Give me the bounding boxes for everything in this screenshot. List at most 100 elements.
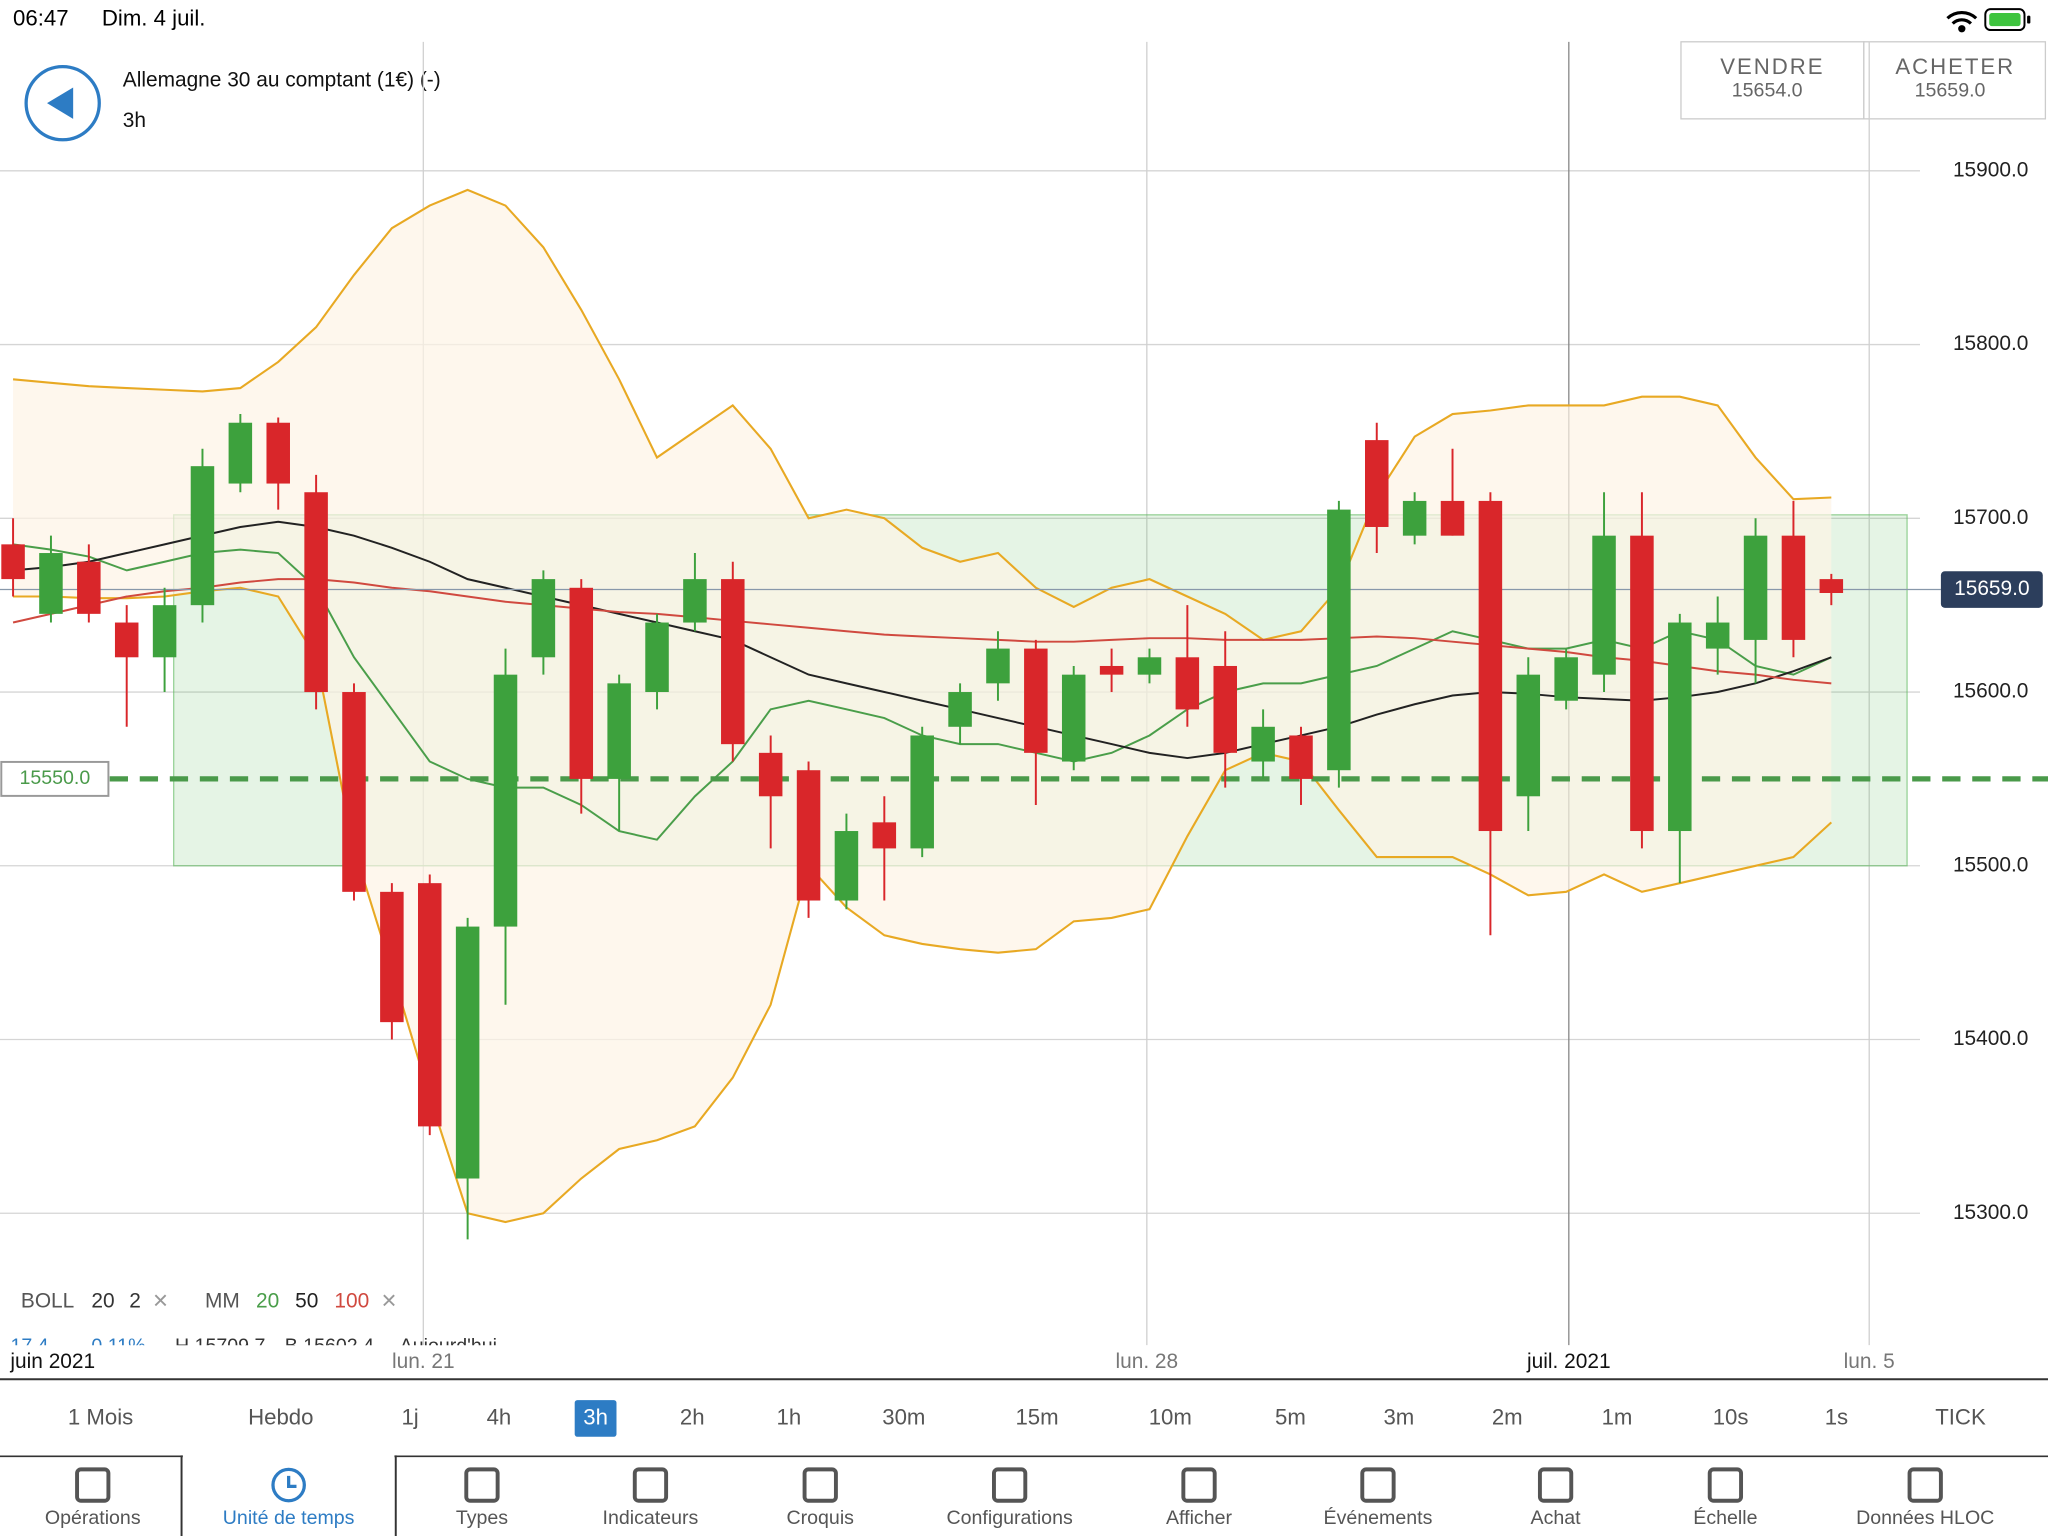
candle-body — [1, 544, 25, 580]
timeframe-option[interactable]: 1j — [401, 1404, 418, 1429]
candle-body — [683, 579, 707, 623]
toolbar-label[interactable]: Opérations — [45, 1507, 141, 1529]
toolbar-label[interactable]: Indicateurs — [603, 1507, 699, 1529]
toolbar-tab-cover — [182, 1453, 395, 1459]
timeframe-option[interactable]: 5m — [1275, 1404, 1306, 1429]
candle-body — [1024, 648, 1048, 753]
timeframe-option[interactable]: 2m — [1492, 1404, 1523, 1429]
buy-button[interactable]: ACHETER 15659.0 — [1863, 41, 2047, 120]
candle-body — [1554, 657, 1578, 701]
icon-shape — [287, 1475, 297, 1488]
candle-body — [948, 692, 972, 727]
candle-body — [1061, 674, 1086, 762]
x-tick-label: juil. 2021 — [1526, 1350, 1611, 1373]
sell-button[interactable]: VENDRE 15654.0 — [1680, 41, 1865, 120]
legend-param: 20 — [256, 1290, 279, 1313]
y-tick-label: 15700.0 — [1953, 506, 2028, 529]
toolbar-icon — [75, 1467, 111, 1503]
toolbar-label[interactable]: Croquis — [787, 1507, 855, 1529]
sell-label: VENDRE — [1720, 54, 1824, 79]
current-price-box — [1940, 571, 2043, 608]
candle-body — [834, 831, 859, 901]
candle-body — [796, 770, 821, 901]
timeframe-option[interactable]: Hebdo — [248, 1404, 313, 1429]
level-label-box — [0, 760, 110, 797]
timeframe-option[interactable]: 15m — [1015, 1404, 1058, 1429]
candle-body — [1099, 665, 1124, 675]
candle-body — [342, 692, 366, 892]
x-tick-label: juin 2021 — [9, 1350, 95, 1373]
icon-shape — [1360, 1467, 1396, 1503]
candle-body — [872, 822, 897, 849]
timeframe-option[interactable]: 30m — [882, 1404, 925, 1429]
icon-shape — [632, 1467, 669, 1503]
icon-shape — [271, 1467, 306, 1503]
toolbar-label[interactable]: Achat — [1531, 1507, 1582, 1529]
timeframe-option[interactable]: 1 Mois — [68, 1404, 133, 1429]
y-tick-label: 15900.0 — [1953, 158, 2028, 181]
legend-close[interactable]: × — [381, 1285, 396, 1315]
info-item: 17.4 — [10, 1335, 48, 1357]
candle-body — [721, 579, 745, 745]
toolbar-label[interactable]: Échelle — [1693, 1506, 1757, 1529]
timeframe-option[interactable]: 3h — [583, 1404, 608, 1429]
x-tick-label: lun. 5 — [1844, 1350, 1895, 1373]
icon-shape — [1707, 1467, 1744, 1503]
timeframe-option[interactable]: 2h — [680, 1404, 705, 1429]
legend-close[interactable]: × — [153, 1285, 168, 1315]
candle-body — [1516, 674, 1541, 797]
instrument-title: Allemagne 30 au comptant (1€) (-) — [123, 68, 441, 91]
timeframe-option[interactable]: 3m — [1383, 1404, 1414, 1429]
x-tick-label: lun. 28 — [1115, 1350, 1178, 1373]
toolbar-label[interactable]: Afficher — [1166, 1507, 1232, 1529]
toolbar-label[interactable]: Données HLOC — [1856, 1507, 1994, 1529]
timeframe-option[interactable]: TICK — [1935, 1404, 1986, 1429]
timeframe-option[interactable]: 4h — [487, 1404, 512, 1429]
timeframe-option[interactable]: 1s — [1825, 1404, 1848, 1429]
candle-body — [1478, 500, 1503, 832]
timeframe-option[interactable]: 1h — [777, 1404, 802, 1429]
current-price-label: 15659.0 — [1954, 577, 2029, 600]
y-tick-label: 15600.0 — [1953, 680, 2028, 703]
candle-body — [1289, 735, 1313, 779]
buy-label: ACHETER — [1895, 54, 2015, 79]
instrument-timeframe: 3h — [123, 109, 146, 132]
toolbar-icon — [1537, 1467, 1574, 1503]
timeframe-option[interactable]: 1m — [1602, 1404, 1633, 1429]
candle-body — [1213, 665, 1237, 753]
toolbar-icon — [1181, 1467, 1217, 1503]
legend-param: 100 — [334, 1290, 369, 1313]
overlay: 15300.0 15400.0 15500.0 15600.0 15700.0 15800… — [0, 158, 2043, 1373]
back-button[interactable] — [24, 64, 101, 142]
timeframe-option[interactable]: 10s — [1713, 1404, 1749, 1429]
candle-body — [531, 579, 556, 658]
candle-body — [493, 674, 518, 927]
icon-shape — [75, 1467, 111, 1503]
candle-body — [1137, 657, 1162, 675]
candle-body — [114, 622, 139, 658]
candle-body — [190, 466, 215, 606]
buy-price: 15659.0 — [1915, 80, 1986, 102]
candle-body — [455, 926, 480, 1179]
toolbar-icon — [802, 1467, 838, 1503]
toolbar-icon — [1907, 1467, 1943, 1503]
candle-body — [39, 553, 63, 614]
toolbar-label[interactable]: Configurations — [947, 1507, 1073, 1529]
candle-body — [1402, 500, 1427, 536]
toolbar-icon — [271, 1467, 306, 1503]
timeframe-selected — [574, 1400, 617, 1437]
toolbar-label[interactable]: Types — [456, 1507, 508, 1529]
candle-body — [569, 587, 594, 779]
legend-boll: BOLL — [21, 1290, 74, 1313]
timeframe-option[interactable]: 10m — [1149, 1404, 1192, 1429]
candle-body — [645, 622, 669, 693]
candle-body — [152, 605, 177, 658]
icon-shape — [1537, 1467, 1574, 1503]
toolbar-label[interactable]: Événements — [1324, 1506, 1433, 1529]
candle-body — [1365, 440, 1389, 527]
candle-body — [1440, 500, 1465, 536]
toolbar-label[interactable]: Unité de temps — [223, 1507, 355, 1529]
wifi-icon — [1946, 11, 1978, 33]
